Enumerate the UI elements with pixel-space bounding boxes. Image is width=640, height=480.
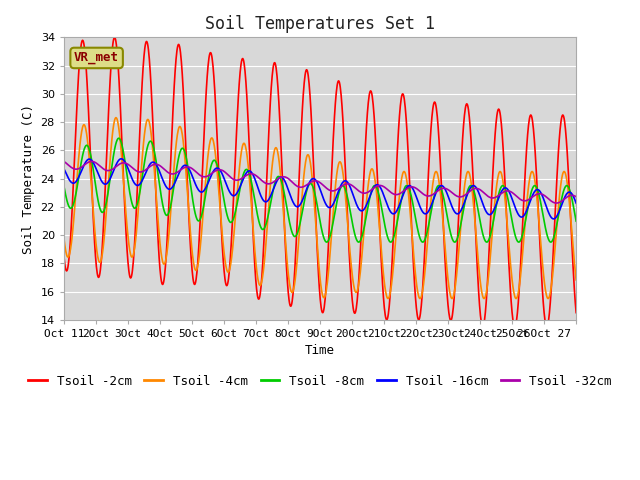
Y-axis label: Soil Temperature (C): Soil Temperature (C) xyxy=(22,104,35,253)
Title: Soil Temperatures Set 1: Soil Temperatures Set 1 xyxy=(205,15,435,33)
Legend: Tsoil -2cm, Tsoil -4cm, Tsoil -8cm, Tsoil -16cm, Tsoil -32cm: Tsoil -2cm, Tsoil -4cm, Tsoil -8cm, Tsoi… xyxy=(23,370,617,393)
X-axis label: Time: Time xyxy=(305,344,335,357)
Text: VR_met: VR_met xyxy=(74,51,119,64)
